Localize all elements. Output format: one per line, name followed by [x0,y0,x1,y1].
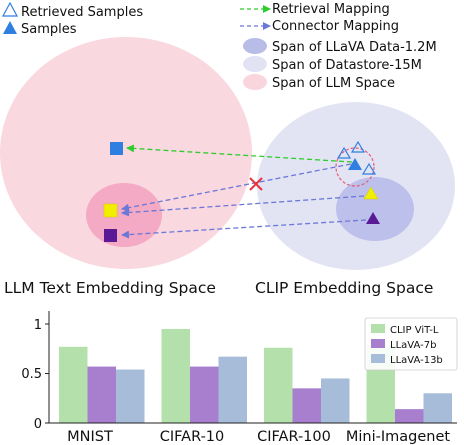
retrieved-triangle-marker [336,146,352,159]
bar-clip-vit-l [59,346,88,423]
bar-llava-13b [423,393,452,423]
filled-triangle-icon [3,21,17,34]
retrieval-mapping-arrow [126,144,353,163]
bar-clip-vit-l [264,347,293,423]
purple-ellipse-icon [243,38,267,54]
query-circle [335,147,375,187]
legend-label-span-llava: Span of LLaVA Data-1.2M [272,40,437,55]
bar-llava-7b [190,366,219,423]
legend-swatch-llava-7b [371,339,385,348]
diagram: LLM Text Embedding Space CLIP Embedding … [0,37,455,297]
blue-square-marker [110,142,123,155]
retrieved-triangle-marker [361,162,377,175]
blue-triangle-marker [348,158,362,170]
hollow-triangle-icon [1,1,19,17]
chart-legend: CLIP ViT-L LLaVA-7b LLaVA-13b [364,317,458,371]
legend-label-samples: Samples [21,22,77,37]
connector-mapping-arrow-yellow [121,195,365,217]
yellow-square-marker [103,203,118,218]
legend-label-span-llm: Span of LLM Space [272,76,395,91]
llm-space-label: LLM Text Embedding Space [4,279,216,297]
x-tick-label: CIFAR-10 [160,429,225,445]
y-tick-label: 1 [34,318,42,333]
llm-space-ellipse [0,37,252,269]
bar-llava-13b [116,369,145,423]
clip-space-label: CLIP Embedding Space [255,279,433,297]
purple-triangle-marker [366,212,380,224]
y-tick-label: 0 [34,417,42,432]
bar-chart: 0 0.5 1 MNIST CIFAR-10 CIFAR-100 Mini-Im… [21,311,458,445]
legend-label-retrieval-mapping: Retrieval Mapping [272,2,390,17]
bars [59,328,452,423]
llm-inner-ellipse [86,183,162,247]
bar-clip-vit-l [161,328,190,423]
legend: Retrieved Samples Samples Retrieval Mapp… [1,1,437,91]
bar-llava-7b [292,388,321,423]
legend-label-span-datastore: Span of Datastore-15M [272,58,422,73]
legend-label-connector-mapping: Connector Mapping [272,19,399,34]
bar-llava-13b [218,356,247,423]
legend-swatch-llava-13b [371,354,385,363]
x-tick-label: CIFAR-100 [257,429,331,445]
legend-label-retrieved-samples: Retrieved Samples [21,5,143,20]
connector-mapping-arrow-blue [121,163,352,212]
chart-legend-box [364,317,458,371]
y-tick-label: 0.5 [21,367,42,382]
x-tick-label: Mini-Imagenet [346,429,451,445]
cross-icon [249,177,263,191]
legend-label-llava-13b: LLaVA-13b [390,355,443,366]
bar-llava-7b [395,409,424,423]
bar-llava-13b [321,378,350,423]
connector-mapping-arrow-purple [121,219,367,239]
lavender-ellipse-icon [243,56,267,72]
pink-ellipse-icon [243,74,267,90]
bar-llava-7b [87,366,116,423]
clip-inner-ellipse [336,177,414,241]
purple-square-marker [104,229,117,242]
retrieved-triangle-marker [350,140,366,153]
legend-swatch-clip [371,324,385,333]
legend-label-llava-7b: LLaVA-7b [390,340,436,351]
x-tick-label: MNIST [67,429,113,445]
legend-label-clip-vit-l: CLIP ViT-L [390,325,439,336]
yellow-triangle-marker [363,186,379,200]
